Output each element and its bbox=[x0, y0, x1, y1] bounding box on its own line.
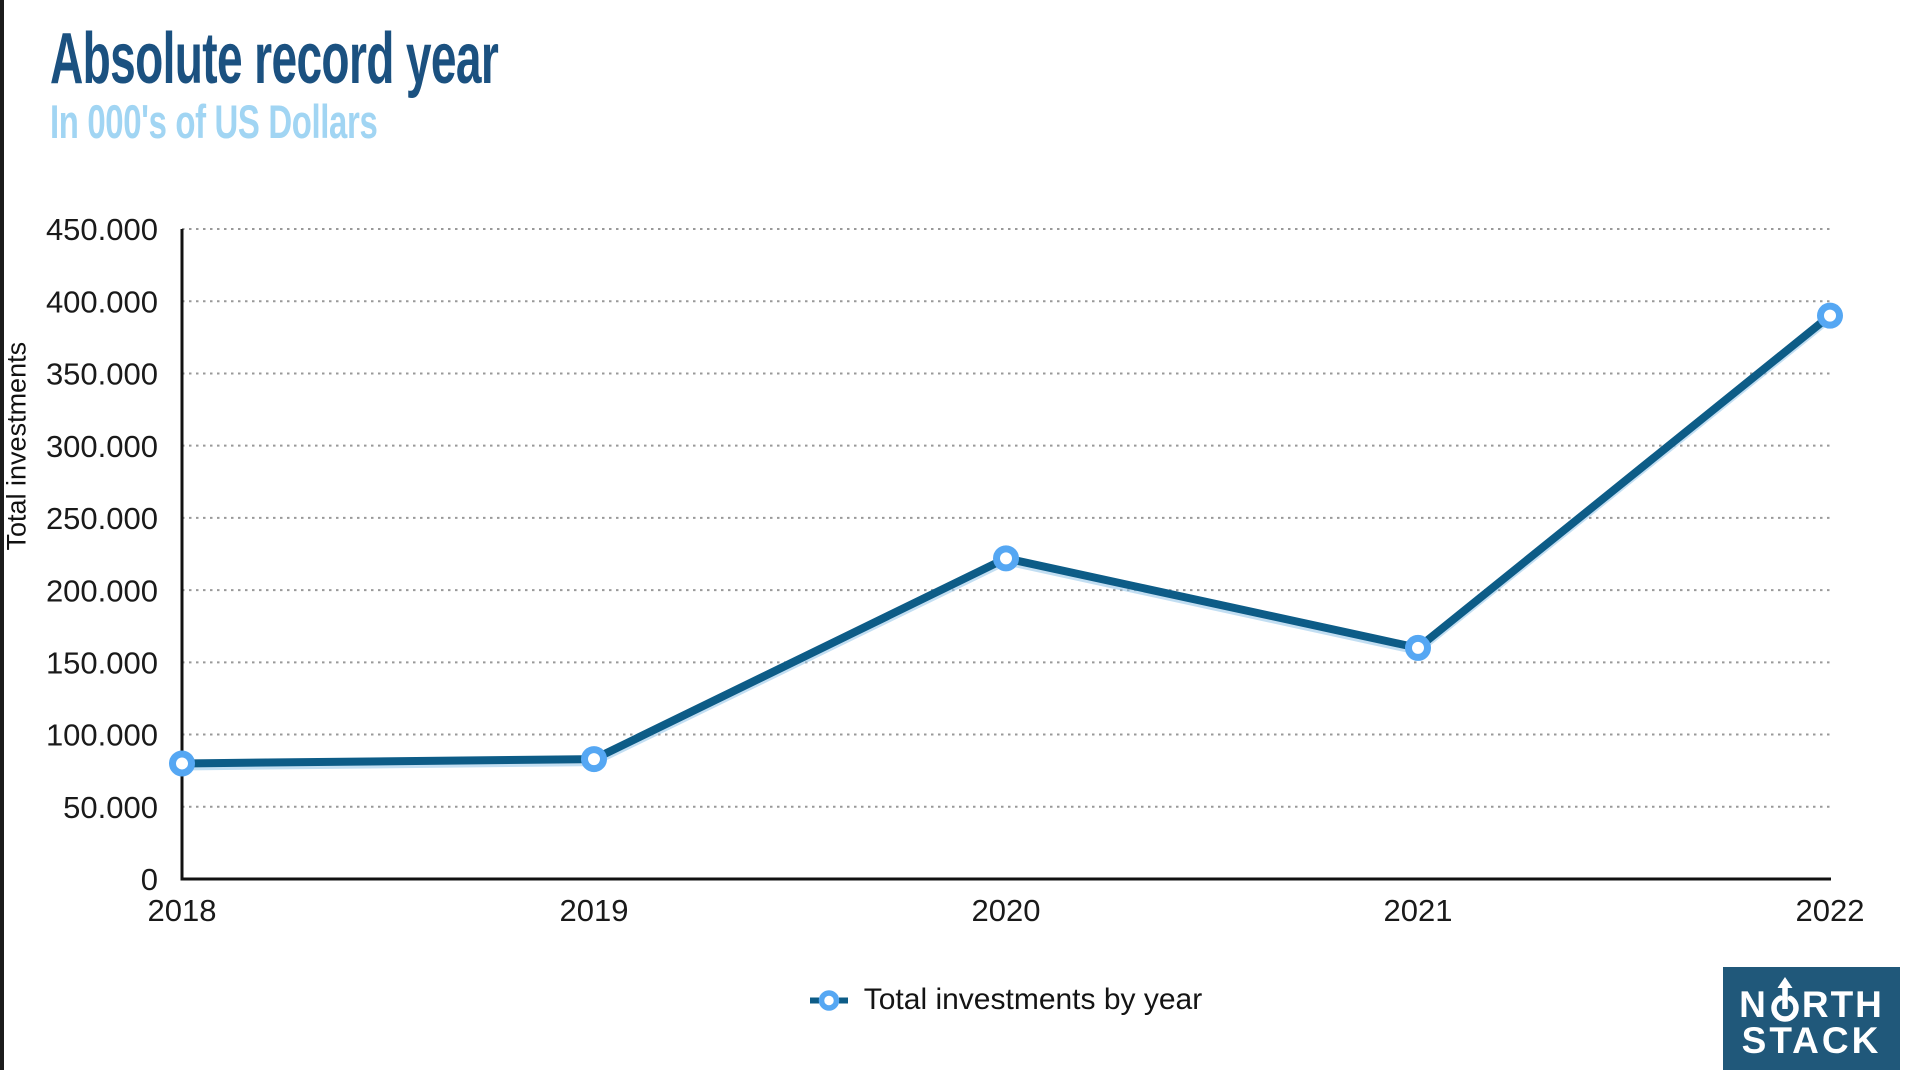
y-tick-label: 350.000 bbox=[46, 357, 158, 392]
legend: Total investments by year bbox=[182, 976, 1830, 1024]
data-point-2019 bbox=[581, 746, 607, 773]
logo-text-n: N bbox=[1739, 984, 1768, 1025]
y-tick-label: 250.000 bbox=[46, 501, 158, 536]
data-point-2018 bbox=[169, 750, 195, 777]
x-tick-label: 2018 bbox=[148, 893, 217, 928]
y-tick-label: 100.000 bbox=[46, 718, 158, 753]
y-tick-label: 0 bbox=[141, 862, 158, 897]
y-tick-label: 450.000 bbox=[46, 212, 158, 247]
logo-arrow-o-icon bbox=[1771, 977, 1799, 1022]
x-tick-label: 2019 bbox=[560, 893, 629, 928]
logo-text-stack: STACK bbox=[1741, 1020, 1882, 1061]
logo-line-north: N RTH bbox=[1723, 977, 1900, 1025]
data-point-2020 bbox=[993, 545, 1019, 572]
y-tick-label: 300.000 bbox=[46, 429, 158, 464]
logo-text-rth: RTH bbox=[1801, 984, 1884, 1025]
x-tick-label: 2020 bbox=[972, 893, 1041, 928]
chart-header: Absolute record year In 000's of US Doll… bbox=[50, 19, 750, 148]
y-tick-label: 150.000 bbox=[46, 646, 158, 681]
x-tick-label: 2021 bbox=[1384, 893, 1453, 928]
page-title: Absolute record year bbox=[50, 19, 499, 99]
left-edge-strip bbox=[0, 0, 4, 1070]
legend-marker-icon bbox=[809, 990, 848, 1011]
data-point-2022 bbox=[1817, 302, 1843, 329]
data-point-2021 bbox=[1405, 634, 1431, 661]
y-tick-label: 50.000 bbox=[63, 790, 158, 825]
y-tick-label: 400.000 bbox=[46, 284, 158, 319]
page-subtitle: In 000's of US Dollars bbox=[50, 94, 378, 148]
series-line bbox=[178, 311, 1834, 768]
x-tick-label: 2022 bbox=[1796, 893, 1865, 928]
series-line-shadow bbox=[181, 319, 1832, 771]
legend-label: Total investments by year bbox=[863, 983, 1203, 1016]
northstack-logo: N RTH STACK bbox=[1723, 967, 1900, 1070]
y-tick-label: 200.000 bbox=[46, 573, 158, 608]
